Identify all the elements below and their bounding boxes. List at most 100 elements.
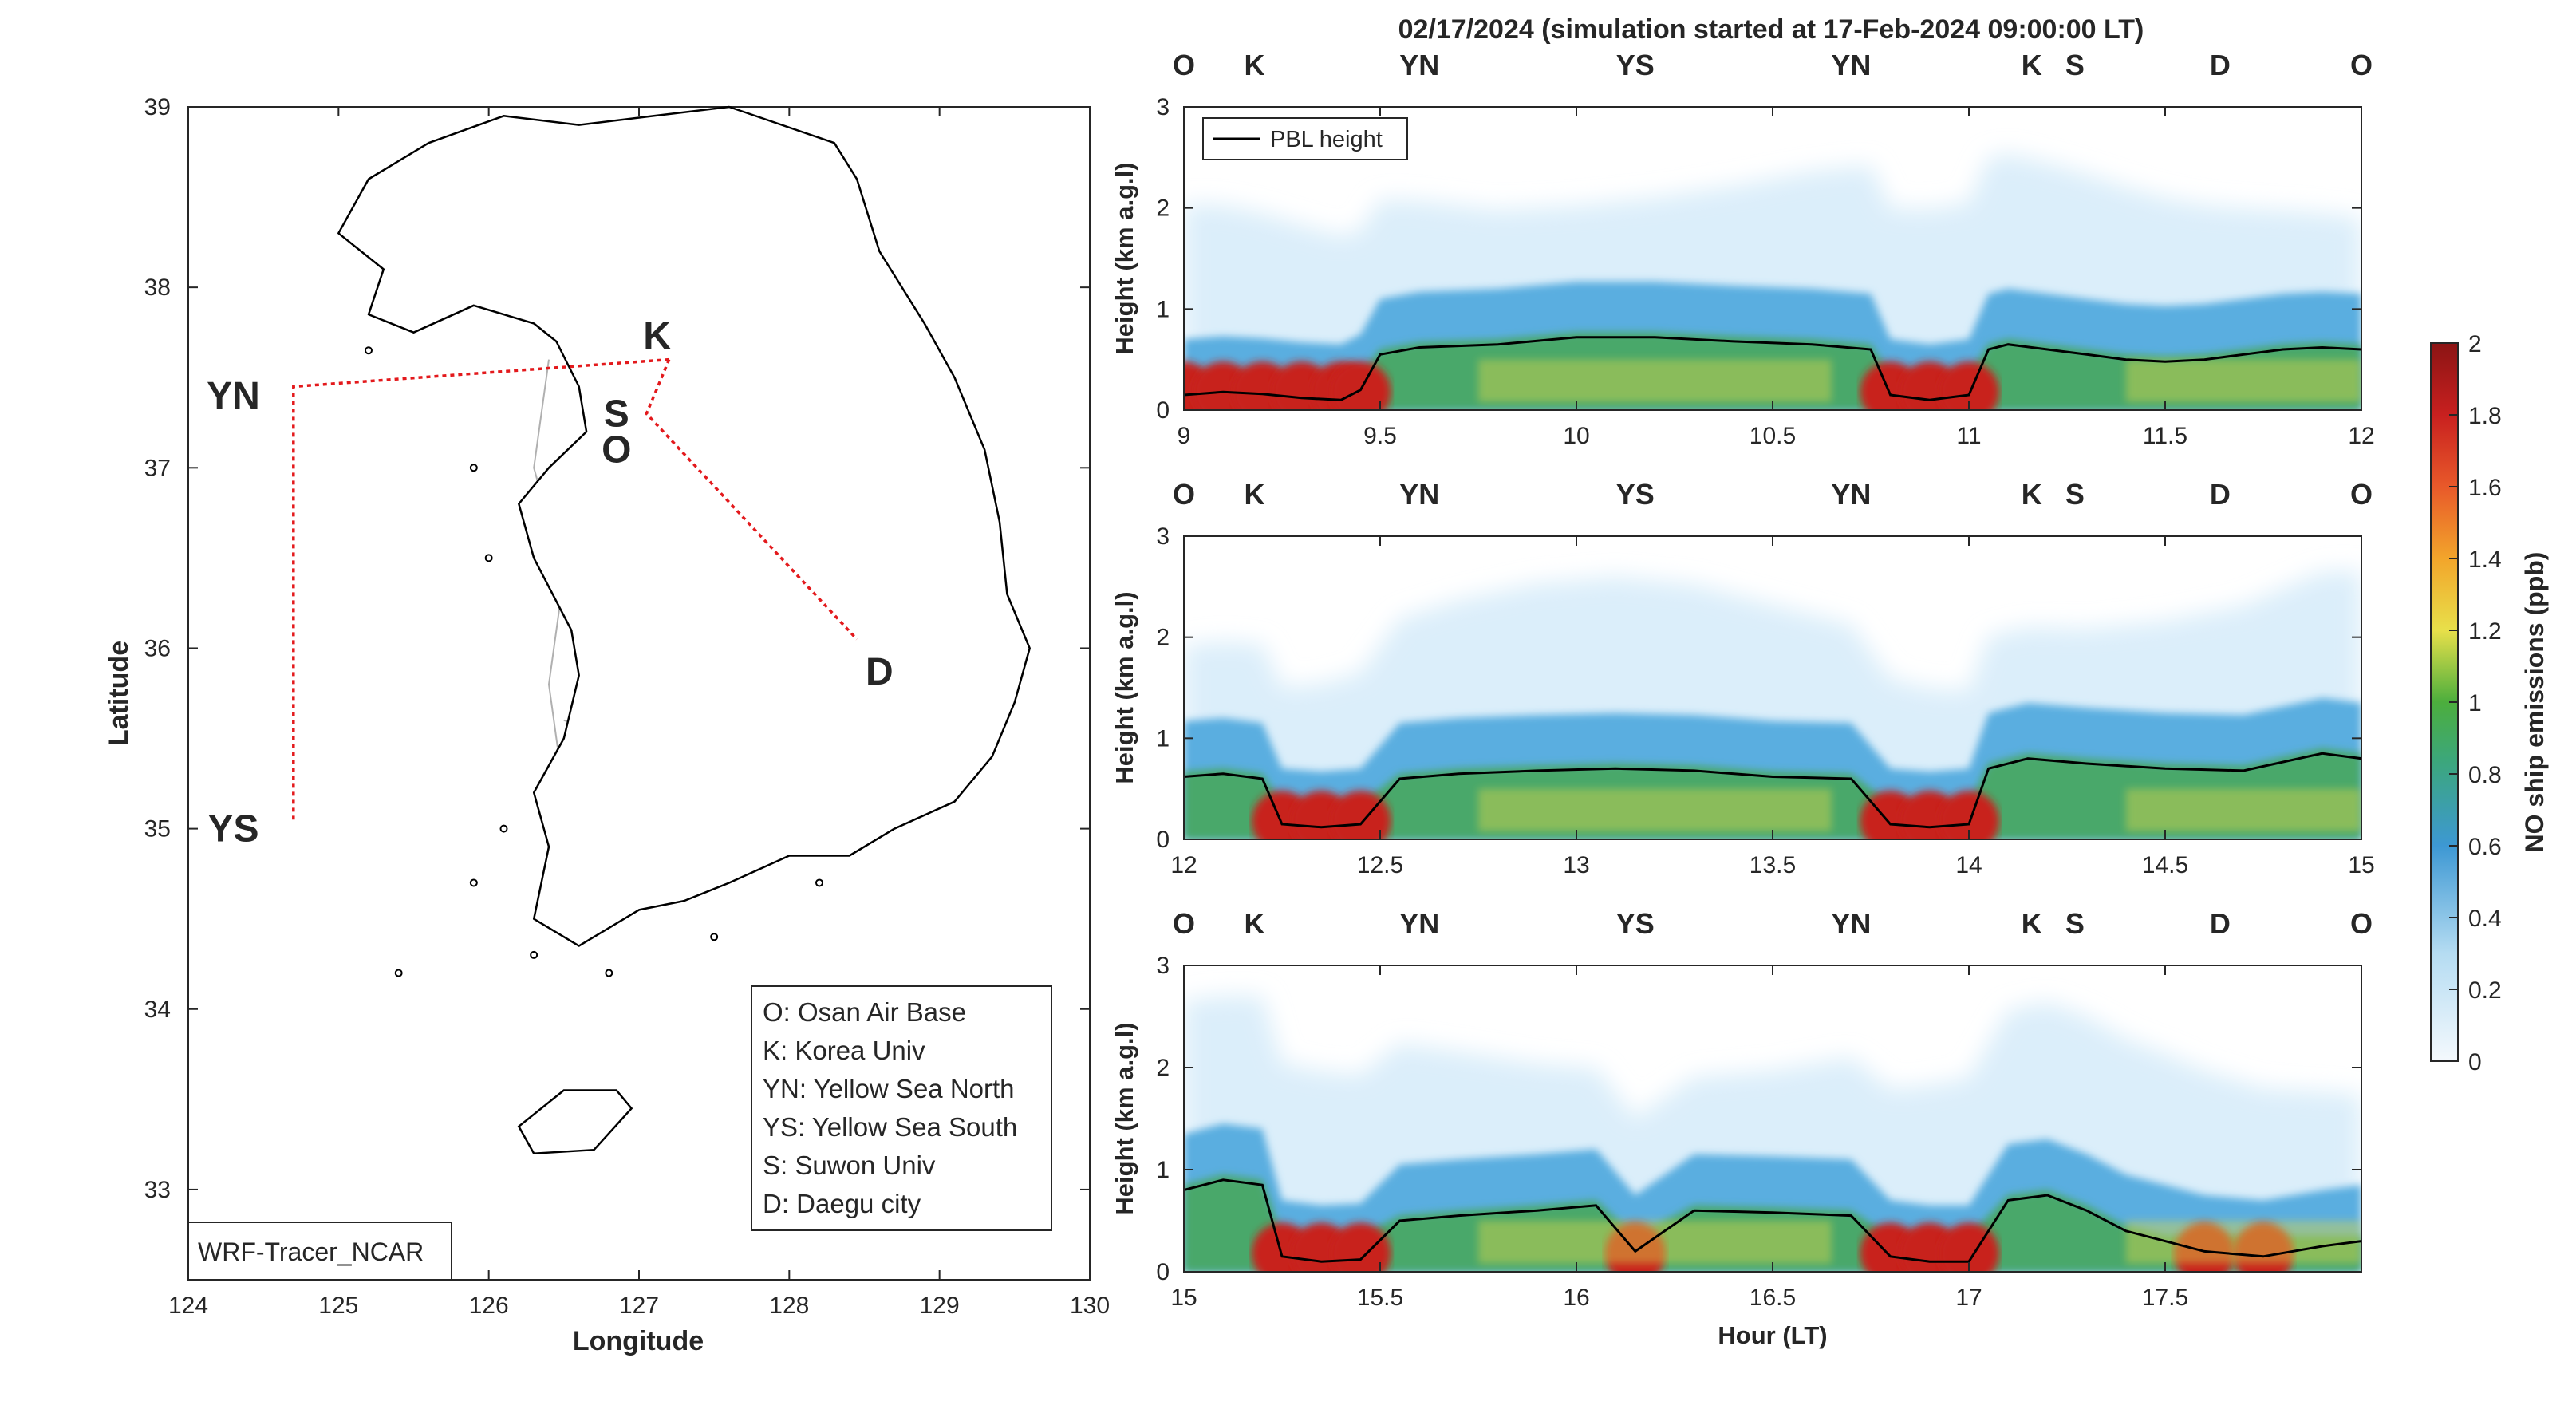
pbl-height-line [1184, 1178, 2361, 1263]
island [394, 969, 403, 977]
jeju-island [517, 1089, 633, 1154]
panel-site-label-k: K [2022, 907, 2042, 940]
site-label-k: K [643, 315, 671, 357]
panel-site-label-d: D [2210, 478, 2231, 511]
map-xtick-label: 124 [168, 1293, 208, 1319]
colorbar: 0 0.2 0.4 0.6 0.8 1 1.2 1.4 1.6 1.8 2 NO ship emis… [2430, 331, 2549, 1076]
colorbar-tick-label: 1.6 [2468, 475, 2502, 501]
island [710, 933, 719, 941]
site-legend-box [751, 985, 1052, 1231]
panel-site-label-o: O [2350, 907, 2373, 940]
colorbar-tick-label: 1.2 [2468, 618, 2502, 645]
site-legend: O: Osan Air Base K: Korea Univ YN: Yellow … [763, 997, 1017, 1218]
map-ytick-label: 37 [144, 455, 171, 481]
panel-ytick-label: 3 [1156, 94, 1170, 120]
map-panel: O KS YN YS D 124 125 126 127 128 129 130 33 34 35 36 37… [104, 94, 1110, 1356]
legend-entry: O: Osan Air Base [763, 997, 966, 1027]
site-label-o: O [602, 429, 631, 472]
panel-site-label-yn: YN [1831, 478, 1871, 511]
panel-xtick-label: 9.5 [1363, 423, 1397, 449]
map-ytick-label: 39 [144, 94, 171, 120]
panel-ytick-label: 1 [1156, 296, 1170, 322]
field-surface-band [1478, 359, 1832, 402]
panel-ytick-label: 0 [1156, 397, 1170, 424]
island [499, 824, 508, 833]
island [469, 878, 478, 887]
panel-xtick-label: 11.5 [2143, 423, 2187, 449]
route-yellow-sea [292, 357, 669, 820]
concentration-field [1184, 996, 2361, 1272]
panel-xtick-label: 14 [1955, 852, 1982, 878]
panel-site-label-k: K [1245, 49, 1265, 81]
pbl-height-line [1184, 752, 2361, 829]
colorbar-label: NO ship emissions (ppb) [2520, 552, 2549, 853]
map-flight-route [292, 357, 858, 820]
colorbar-tick-label: 0.2 [2468, 977, 2502, 1004]
panel-ylabel: Height (km a.g.l) [1110, 591, 1138, 783]
panel-ytick-label: 1 [1156, 1157, 1170, 1183]
field-hotspot [1330, 1222, 1391, 1272]
panel-ytick-label: 3 [1156, 523, 1170, 550]
panel-xtick-label: 12 [2348, 423, 2374, 449]
panel-site-label-s: S [2065, 478, 2085, 511]
panel-site-label-ys: YS [1616, 907, 1655, 940]
korea-peninsula [337, 105, 1031, 947]
panel-xtick-label: 17.5 [2142, 1285, 2188, 1311]
field-surface-band [1478, 1221, 1832, 1264]
panel-xtick-label: 12.5 [1357, 852, 1403, 878]
panel-ytick-label: 0 [1156, 827, 1170, 853]
legend-entry: YN: Yellow Sea North [763, 1074, 1015, 1103]
field-surface-band [2125, 788, 2361, 831]
panel-site-label-d: D [2210, 907, 2231, 940]
colorbar-tick-label: 0 [2468, 1049, 2482, 1076]
watermark-box [187, 1222, 452, 1281]
colorbar-ticks: 0 0.2 0.4 0.6 0.8 1 1.2 1.4 1.6 1.8 2 [2449, 331, 2502, 1076]
colorbar-tick-label: 0.4 [2468, 906, 2502, 932]
route-daegu [645, 358, 858, 641]
panel-site-label-s: S [2065, 49, 2085, 81]
panel-ytick-label: 2 [1156, 625, 1170, 651]
colorbar-tick-label: 0.6 [2468, 834, 2502, 860]
panel-site-label-k: K [1245, 478, 1265, 511]
panel-site-label-s: S [2065, 907, 2085, 940]
colorbar-tick-label: 1 [2468, 690, 2482, 716]
panel-ylabel: Height (km a.g.l) [1110, 162, 1138, 354]
island [469, 464, 478, 472]
panel-site-label-k: K [1245, 907, 1265, 940]
map-ytick-label: 35 [144, 816, 171, 843]
site-label-yn: YN [207, 375, 260, 417]
panel-ytick-label: 2 [1156, 1055, 1170, 1081]
map-xtick-label: 129 [920, 1293, 960, 1319]
panel-site-label-o: O [2350, 478, 2373, 511]
legend-entry: D: Daegu city [763, 1189, 921, 1218]
map-ytick-label: 36 [144, 635, 171, 661]
pbl-legend-label: PBL height [1270, 127, 1383, 152]
panel-3: 15 15.5 16 16.5 17 17.5 0 1 2 3 Height (km a.g.l) H… [1110, 907, 2373, 1349]
map-ticks: 124 125 126 127 128 129 130 33 34 35 36 37 38 39 [144, 94, 1110, 1319]
panel-xlabel: Hour (LT) [1718, 1321, 1827, 1349]
concentration-field [1184, 570, 2361, 839]
figure-title: 02/17/2024 (simulation started at 17-Feb… [1398, 14, 2144, 45]
panel-xtick-label: 16.5 [1750, 1285, 1796, 1311]
panel-xtick-label: 15 [2348, 852, 2374, 878]
map-ylabel: Latitude [104, 641, 134, 746]
panel-ytick-label: 3 [1156, 953, 1170, 979]
panel-xtick-label: 10.5 [1750, 423, 1796, 449]
panel-xtick-label: 15.5 [1357, 1285, 1403, 1311]
panel-site-label-k: K [2022, 478, 2042, 511]
island [605, 969, 613, 977]
panel-ytick-label: 2 [1156, 195, 1170, 222]
field-hotspot [1939, 361, 1999, 410]
legend-entry: S: Suwon Univ [763, 1151, 936, 1180]
island [530, 950, 538, 959]
panel-xtick-label: 16 [1563, 1285, 1589, 1311]
panel-ylabel: Height (km a.g.l) [1110, 1022, 1138, 1214]
map-xlabel: Longitude [573, 1326, 704, 1356]
panel-xtick-label: 11 [1956, 423, 1981, 449]
panel-xtick-label: 13 [1563, 852, 1589, 878]
colorbar-tick-label: 0.8 [2468, 762, 2502, 788]
